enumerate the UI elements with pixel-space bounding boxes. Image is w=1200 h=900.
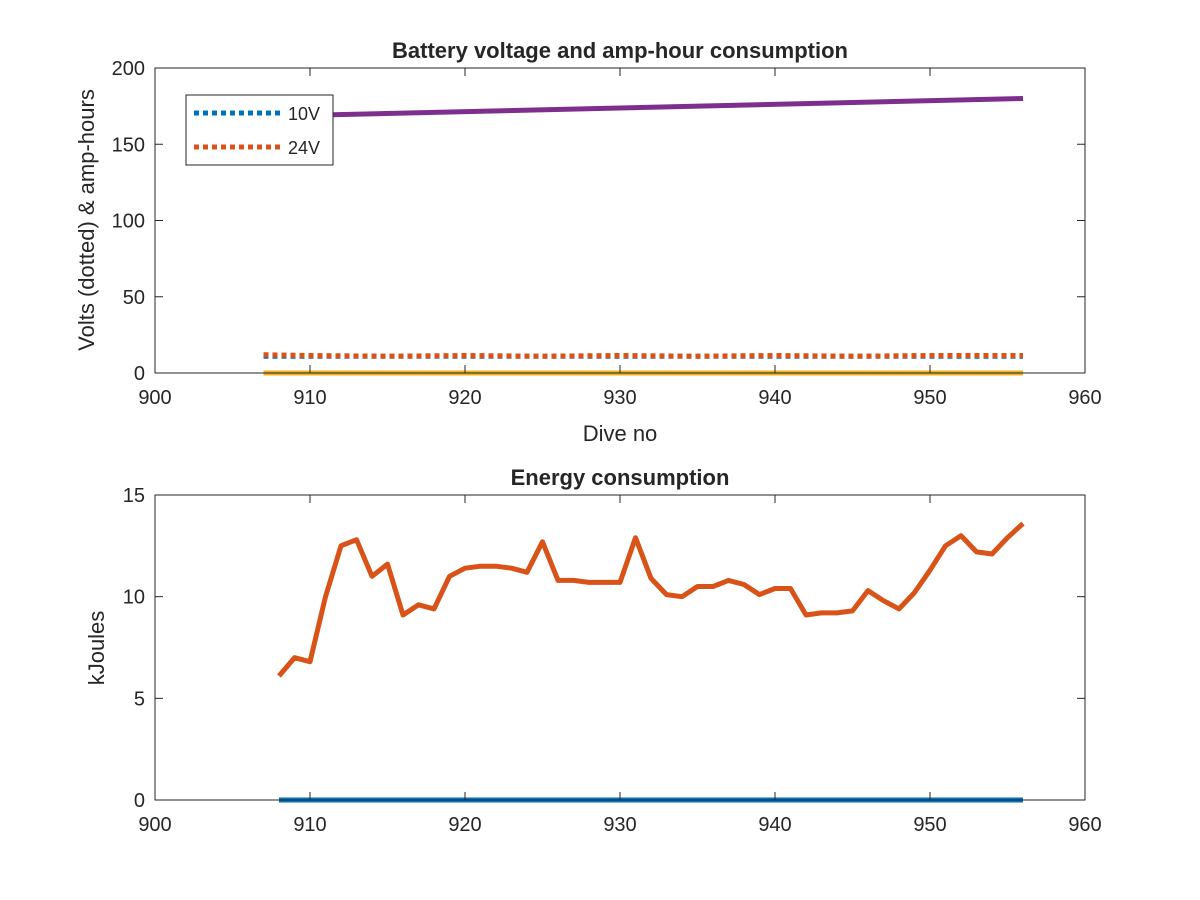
voltage-y-tick-label: 150 [112, 134, 145, 156]
voltage-ticks: 900 910 920 930 940 950 960 0 50 100 150 200 [112, 58, 1102, 409]
voltage-y-tick-label: 100 [112, 211, 145, 233]
energy-y-axis-label: kJoules [84, 611, 109, 686]
energy-series-line-series-1 [277, 521, 1025, 678]
voltage-y-tick-label: 200 [112, 58, 145, 80]
energy-chart-title: Energy consumption [511, 465, 730, 490]
energy-plot-area [155, 495, 1085, 800]
energy-y-tick-label: 0 [134, 790, 145, 812]
legend-box [185, 94, 334, 166]
voltage-x-tick-label: 930 [603, 387, 636, 409]
energy-y-tick-label: 15 [123, 485, 145, 507]
energy-y-tick-label: 10 [123, 587, 145, 609]
energy-y-tick-label: 5 [134, 688, 145, 710]
voltage-axes: 900 910 920 930 940 950 960 0 50 100 150 200 Batter… [74, 38, 1102, 446]
energy-x-tick-label: 910 [293, 814, 326, 836]
voltage-x-tick-label: 940 [758, 387, 791, 409]
legend-label-10v: 10V [288, 104, 320, 124]
voltage-y-tick-label: 50 [123, 287, 145, 309]
energy-x-tick-label: 950 [913, 814, 946, 836]
voltage-x-tick-label: 920 [448, 387, 481, 409]
voltage-series-line-series-3 [309, 96, 1024, 118]
voltage-x-axis-label: Dive no [583, 421, 658, 446]
energy-x-tick-label: 900 [138, 814, 171, 836]
voltage-x-tick-label: 910 [293, 387, 326, 409]
voltage-x-tick-label: 950 [913, 387, 946, 409]
voltage-chart-title: Battery voltage and amp-hour consumption [392, 38, 848, 63]
voltage-series-line-24v [263, 352, 1023, 359]
voltage-y-tick-label: 0 [134, 363, 145, 385]
voltage-legend: 10V 24V [185, 94, 334, 166]
energy-x-tick-label: 920 [448, 814, 481, 836]
voltage-y-axis-label: Volts (dotted) & amp-hours [74, 89, 99, 351]
energy-x-tick-label: 940 [758, 814, 791, 836]
voltage-x-tick-label: 960 [1068, 387, 1101, 409]
voltage-x-tick-label: 900 [138, 387, 171, 409]
legend-label-24v: 24V [288, 138, 320, 158]
energy-ticks: 900 910 920 930 940 950 960 0 5 10 15 [123, 485, 1102, 836]
energy-x-tick-label: 960 [1068, 814, 1101, 836]
energy-x-tick-label: 930 [603, 814, 636, 836]
energy-axes: 900 910 920 930 940 950 960 0 5 10 15 Energy consu… [84, 465, 1102, 836]
